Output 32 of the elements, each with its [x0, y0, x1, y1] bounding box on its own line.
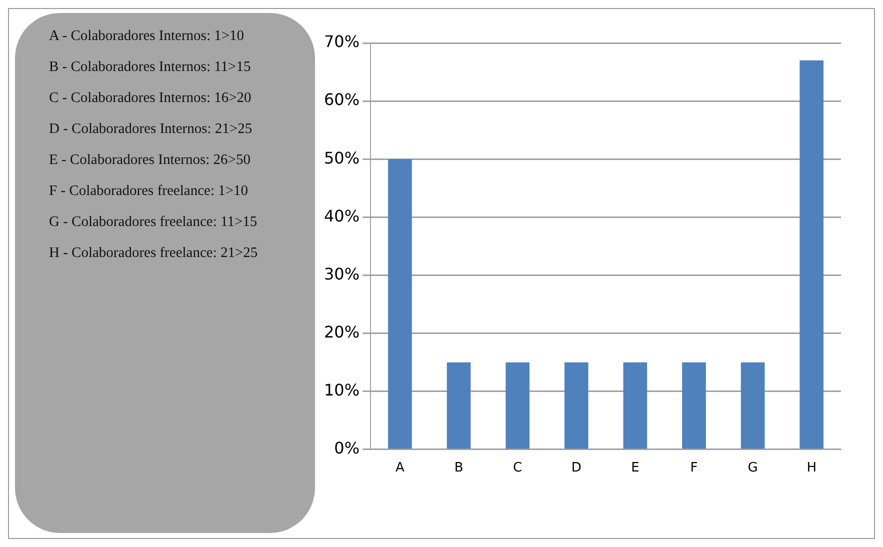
y-tick-label: 30%: [324, 264, 360, 284]
y-tick-label: 10%: [324, 380, 360, 400]
text: C - Colaboradores Internos: 16>20: [49, 89, 252, 108]
y-tick-label: 0%: [334, 438, 360, 458]
text: F - Colaboradores freelance: 1>10: [49, 182, 250, 201]
bar: [446, 362, 471, 449]
bar: [564, 362, 588, 449]
bar: [740, 362, 765, 449]
bar: [506, 362, 530, 449]
y-tick-label: 50%: [324, 148, 360, 168]
x-tick-label: G: [748, 460, 758, 476]
x-tick-label: A: [396, 460, 405, 476]
text: E - Colaboradores Internos: 26>50: [49, 151, 252, 170]
bar: [623, 362, 648, 449]
bar: [800, 60, 824, 449]
bar: [682, 362, 706, 449]
x-tick-label: D: [571, 460, 582, 476]
y-tick-label: 70%: [324, 32, 360, 52]
text: G - Colaboradores freelance: 11>15: [49, 213, 258, 232]
text: D - Colaboradores Internos: 21>25: [49, 120, 254, 139]
y-tick-label: 20%: [324, 322, 360, 342]
text: H - Colaboradores freelance: 21>25: [49, 244, 259, 263]
x-tick-label: C: [513, 460, 522, 476]
x-tick-label: H: [806, 460, 816, 476]
x-tick-label: E: [631, 460, 640, 476]
y-tick-label: 60%: [324, 90, 360, 110]
y-tick-label: 40%: [324, 206, 360, 226]
text: B - Colaboradores Internos: 11>15: [49, 58, 252, 77]
x-tick-label: B: [454, 460, 464, 476]
bar: [388, 159, 412, 449]
text: A - Colaboradores Internos: 1>10: [49, 27, 246, 46]
x-tick-label: F: [690, 460, 698, 476]
